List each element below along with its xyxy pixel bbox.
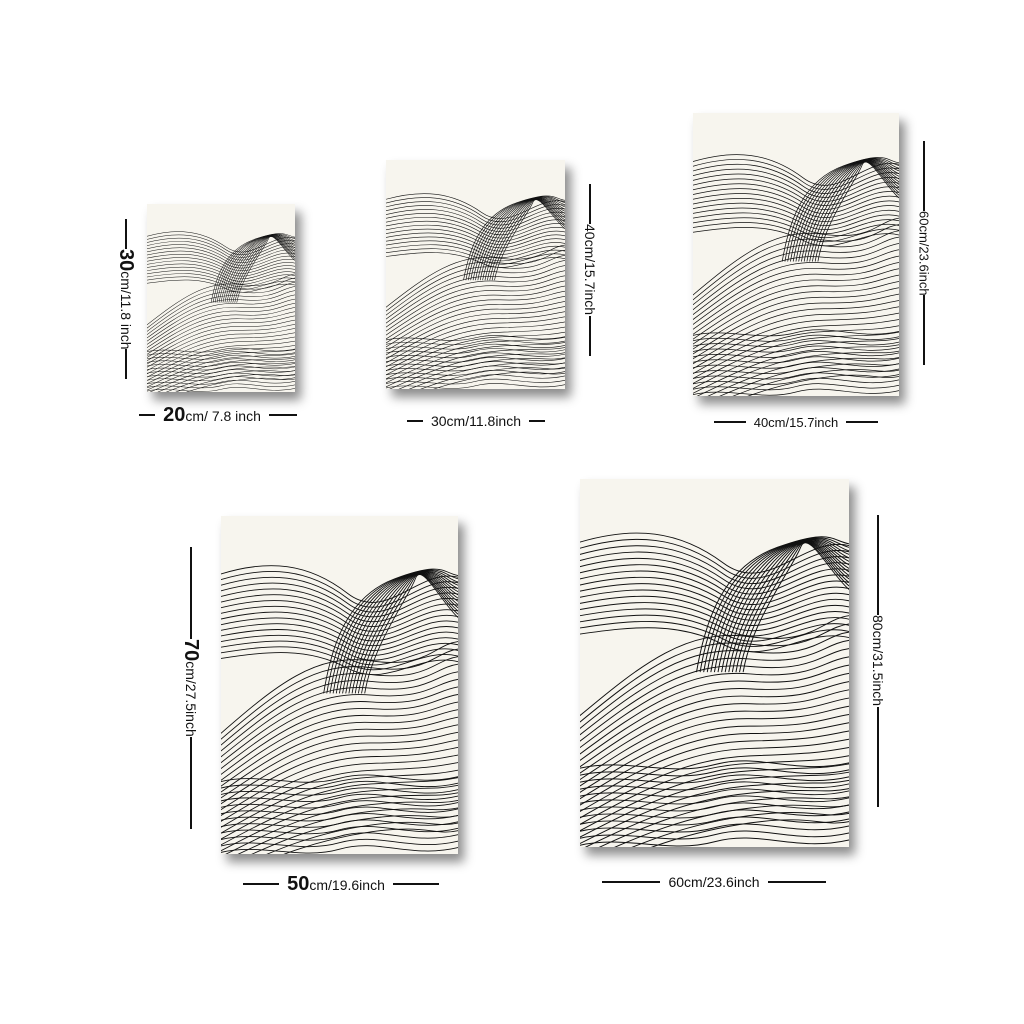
height-label: 80cm/31.5inch <box>870 615 886 707</box>
poster-20x30 <box>147 204 295 392</box>
height-dimension-60x80: 80cm/31.5inch <box>864 475 892 847</box>
height-dimension-30x40: 40cm/15.7inch <box>578 152 602 388</box>
width-dimension-60x80: 60cm/23.6inch <box>580 870 848 894</box>
height-dimension-20x30: 30cm/11.8 inch <box>113 193 139 405</box>
height-label: 60cm/23.6inch <box>916 210 932 296</box>
width-unit: cm/19.6inch <box>309 876 385 893</box>
width-dimension-40x60: 40cm/15.7inch <box>693 412 899 432</box>
width-dimension-30x40: 30cm/11.8inch <box>386 410 566 432</box>
poster-40x60 <box>693 113 899 396</box>
width-dimension-20x30: 20cm/ 7.8 inch <box>135 403 301 427</box>
height-value: 70 <box>180 639 202 662</box>
height-value: 30 <box>115 248 137 271</box>
poster-60x80 <box>580 479 849 847</box>
height-dimension-40x60: 60cm/23.6inch <box>912 110 936 396</box>
height-label: 40cm/15.7inch <box>582 224 598 316</box>
line-art-waves <box>386 193 565 389</box>
width-label: 30cm/11.8inch <box>430 413 521 429</box>
height-unit: cm/11.8 inch <box>118 270 134 350</box>
height-dimension-50x70: 70cm/27.5inch <box>176 520 206 856</box>
width-value: 20 <box>163 403 186 426</box>
line-art-waves <box>693 154 899 396</box>
line-art-waves <box>221 565 458 854</box>
width-label: 40cm/15.7inch <box>753 414 839 430</box>
poster-50x70 <box>221 516 458 854</box>
height-unit: cm/27.5inch <box>183 661 199 737</box>
line-art-waves <box>580 532 849 847</box>
width-label: 60cm/23.6inch <box>668 874 760 890</box>
width-dimension-50x70: 50cm/19.6inch <box>224 872 458 896</box>
width-value: 50 <box>287 872 310 895</box>
width-unit: cm/ 7.8 inch <box>185 407 261 424</box>
poster-30x40 <box>386 160 565 389</box>
line-art-waves <box>147 231 295 392</box>
